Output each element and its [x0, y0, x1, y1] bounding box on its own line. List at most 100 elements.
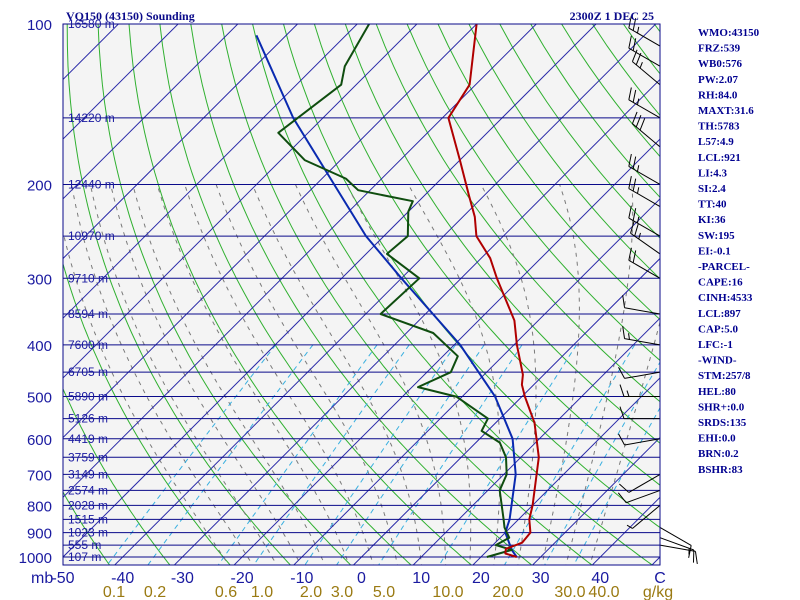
isotherm-line	[352, 257, 660, 565]
mixing-ratio-tick-label: 5.0	[373, 584, 395, 600]
height-tick-label: 8594 m	[68, 307, 108, 321]
sounding-traces	[255, 24, 540, 558]
index-value: WMO:43150	[698, 27, 760, 39]
height-tick-label: 2574 m	[68, 483, 108, 497]
index-value: KI:36	[698, 214, 726, 226]
mixing-ratio-line	[217, 344, 378, 565]
isotherm-line	[0, 0, 23, 575]
height-tick-label: 5890 m	[68, 390, 108, 404]
index-value: LCL:921	[698, 152, 741, 164]
wind-barb	[630, 221, 661, 255]
temperature-tick-label: -30	[171, 570, 194, 587]
index-value: LI:4.3	[698, 167, 728, 179]
isotherm-line	[63, 24, 418, 379]
height-tick-label: 1023 m	[68, 526, 108, 540]
dry-adiabats	[63, 24, 660, 565]
height-tick-label: 1515 m	[68, 512, 108, 526]
mixing-ratio-line	[147, 344, 314, 565]
plot-frame	[62, 23, 661, 566]
index-value: LCL:897	[698, 308, 741, 320]
mixing-ratio-tick-label: 0.1	[103, 584, 125, 600]
height-tick-label: 3149 m	[68, 467, 108, 481]
wind-barb	[618, 367, 661, 379]
isotherm-line	[63, 24, 358, 319]
moist-adiabat-line	[71, 184, 254, 565]
mixing-ratio-line	[336, 344, 485, 565]
moist-adiabat-line	[407, 184, 501, 565]
index-value: STM:257/8	[698, 370, 751, 382]
dry-adiabat-line	[63, 491, 111, 565]
dry-adiabat-line	[66, 24, 292, 565]
mixing-ratio-tick-label: 40.0	[588, 584, 619, 600]
pressure-tick-label: 500	[27, 390, 52, 407]
wind-barb	[659, 537, 695, 563]
isotherm-line	[233, 138, 660, 565]
mixing-ratio-tick-label: 3.0	[331, 584, 353, 600]
mixing-ratio-line	[438, 344, 577, 565]
dry-adiabat-line	[283, 24, 660, 529]
chart-timestamp: 2300Z 1 DEC 25	[570, 9, 654, 23]
mixing-ratio-line	[503, 344, 636, 565]
temperature-tick-label: C	[654, 570, 666, 587]
height-tick-label: 6705 m	[68, 365, 108, 379]
parcel-trace	[255, 34, 518, 558]
dry-adiabat-line	[344, 24, 660, 444]
pressure-tick-label: 200	[27, 177, 52, 194]
temperature-tick-label: -50	[51, 570, 74, 587]
temperature-tick-label: 20	[472, 570, 490, 587]
isotherms	[0, 0, 660, 575]
chart-title: VQ150 (43150) Sounding	[66, 9, 195, 23]
temperature-tick-label: 40	[591, 570, 609, 587]
pressure-tick-label: 100	[27, 17, 52, 34]
index-value: CAP:5.0	[698, 323, 739, 335]
wind-barb	[618, 433, 661, 446]
temperature-tick-label: 0	[357, 570, 366, 587]
index-value: SI:2.4	[698, 183, 726, 195]
index-value: -WIND-	[698, 355, 737, 367]
index-value: SHR+:0.0	[698, 401, 745, 413]
mixing-ratio-tick-label: 20.0	[492, 584, 523, 600]
moist-adiabat-line	[89, 184, 278, 565]
dry-adiabat-line	[406, 24, 660, 362]
isotherm-line	[63, 24, 239, 200]
isotherm-line	[412, 317, 660, 565]
isotherm-line	[63, 24, 179, 140]
dry-adiabat-line	[159, 24, 473, 565]
pressure-tick-label: 800	[27, 498, 52, 515]
wind-barbs	[617, 15, 698, 564]
height-tick-label: 9710 m	[68, 271, 108, 285]
isotherm-line	[472, 377, 660, 565]
dry-adiabat-line	[468, 24, 660, 280]
moist-adiabat-line	[132, 184, 326, 565]
wind-barb	[622, 326, 661, 346]
wind-barb	[619, 384, 660, 398]
dry-adiabat-line	[437, 24, 660, 321]
pressure-unit-label: mb	[31, 570, 53, 587]
isotherm-line	[293, 198, 660, 565]
dry-adiabat-line	[375, 24, 660, 403]
index-value: FRZ:539	[698, 43, 741, 55]
moist-adiabat-line	[215, 184, 398, 565]
mixing-ratio-tick-label: 0.2	[144, 584, 166, 600]
height-tick-label: 2028 m	[68, 498, 108, 512]
pressure-tick-label: 300	[27, 271, 52, 288]
isotherm-line	[63, 24, 597, 558]
temperature-trace	[447, 24, 540, 558]
temperature-tick-label: -20	[231, 570, 254, 587]
index-value: BSHR:83	[698, 464, 743, 476]
height-tick-label: 5126 m	[68, 412, 108, 426]
mixing-ratio-unit-label: g/kg	[643, 584, 673, 600]
temperature-tick-label: 10	[412, 570, 430, 587]
mixing-ratio-tick-label: 10.0	[432, 584, 463, 600]
index-value: LFC:-1	[698, 339, 733, 351]
pressure-tick-label: 600	[27, 432, 52, 449]
index-value: EI:-0.1	[698, 245, 731, 257]
pressure-tick-label: 1000	[19, 550, 52, 567]
index-value: SW:195	[698, 230, 735, 242]
wind-barb	[619, 474, 661, 493]
mixing-ratio-line	[378, 344, 523, 565]
height-tick-label: 14220 m	[68, 111, 115, 125]
index-value: -PARCEL-	[698, 261, 750, 273]
